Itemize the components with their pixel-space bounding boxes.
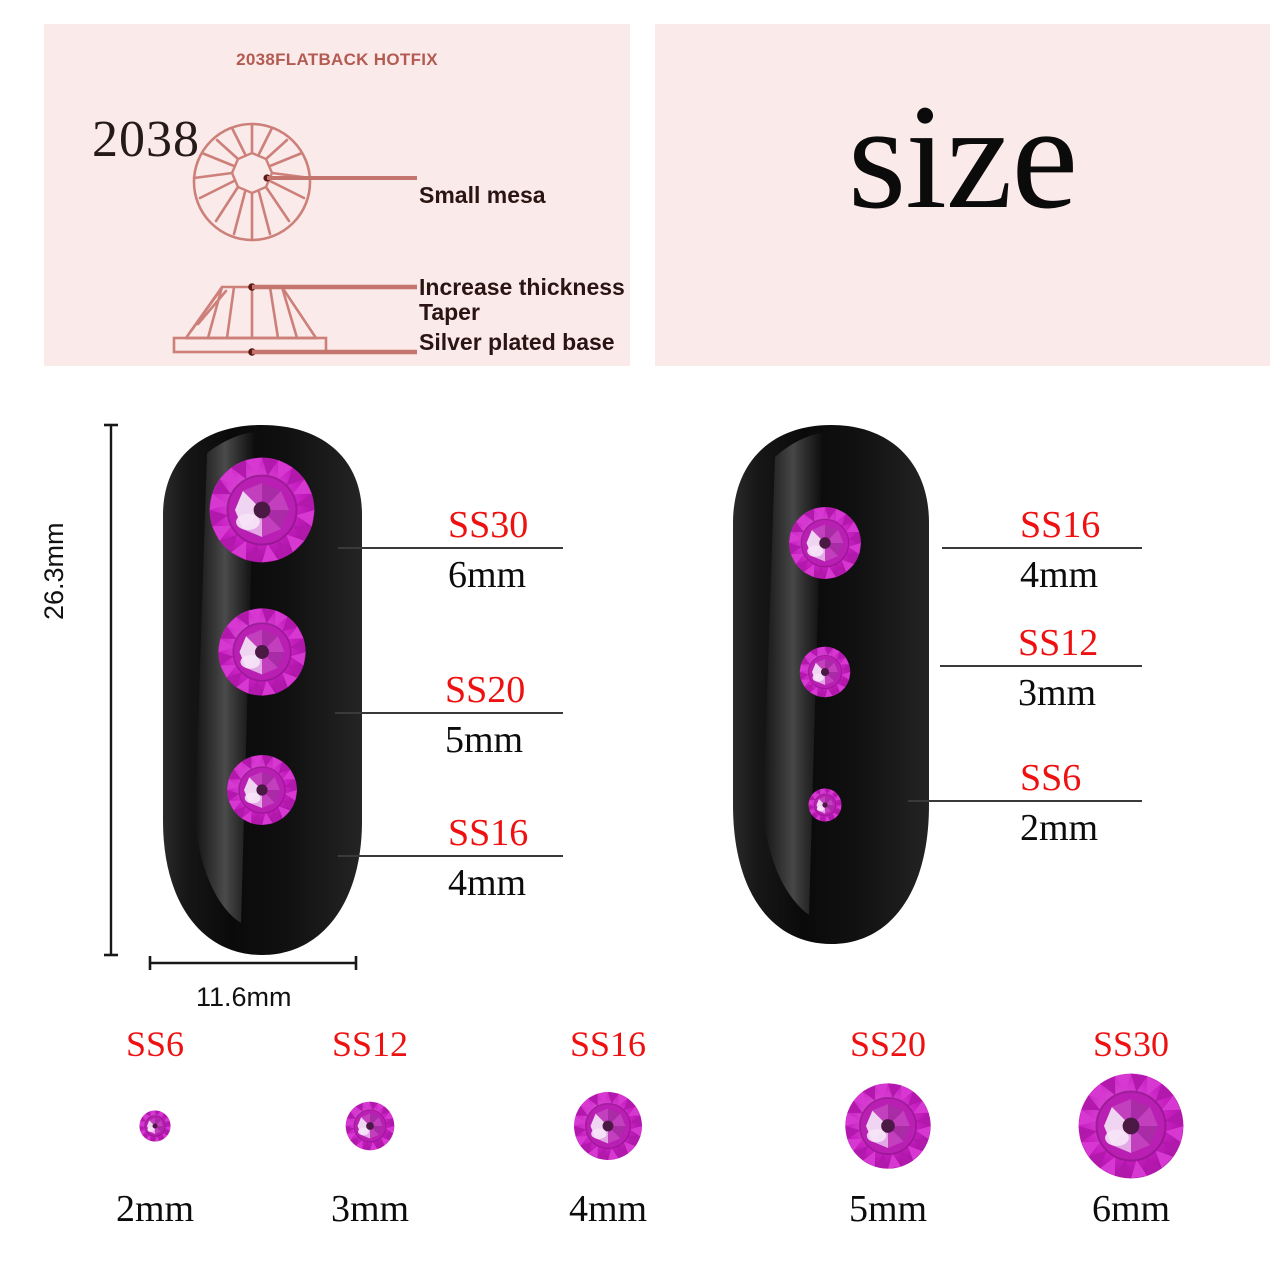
size-item-ss20: SS20 5mm [808, 1026, 968, 1228]
stone-ss20 [217, 607, 307, 702]
size-mm-label: 6mm [1091, 1188, 1171, 1230]
size-mm-label: 3mm [330, 1188, 410, 1230]
leader-line [940, 665, 1142, 667]
leader-mm-label: 6mm [448, 554, 527, 596]
size-heading-panel: size [655, 24, 1270, 366]
rhinestone-icon [345, 1101, 395, 1151]
leader-ss-label: SS30 [448, 504, 529, 546]
stone-ss16 [788, 506, 862, 585]
rhinestone-icon [1078, 1073, 1184, 1179]
size-mm-label: 2mm [115, 1188, 195, 1230]
callout-small-mesa: Small mesa [419, 182, 546, 208]
nail-width-label: 11.6mm [196, 982, 292, 1012]
size-item-ss16: SS16 4mm [528, 1026, 688, 1228]
rhinestone-icon [808, 788, 842, 822]
flatback-line-diagram [172, 122, 417, 356]
size-ss-label: SS30 [1092, 1024, 1170, 1064]
leader-line [338, 855, 563, 857]
callout-taper: Taper [419, 299, 480, 325]
leader-ss-label: SS6 [1020, 757, 1082, 799]
nail-height-label: 26.3mm [39, 522, 69, 620]
leader-mm-label: 5mm [445, 719, 524, 761]
size-mm-label: 4mm [568, 1188, 648, 1230]
leader-ss-label: SS20 [445, 669, 526, 711]
leader-ss-label: SS16 [1020, 504, 1101, 546]
rhinestone-icon [799, 646, 851, 698]
size-heading: size [847, 74, 1078, 240]
size-ss-label: SS12 [331, 1024, 409, 1064]
size-mm-label: 5mm [848, 1188, 928, 1230]
leader-line [942, 547, 1142, 549]
leader-line [335, 712, 563, 714]
size-ss-label: SS20 [849, 1024, 927, 1064]
leader-ss-label: SS12 [1018, 622, 1099, 664]
size-gem [75, 1062, 235, 1190]
size-item-ss12: SS12 3mm [290, 1026, 450, 1228]
leader-line [908, 800, 1142, 802]
size-ss-label: SS16 [569, 1024, 647, 1064]
size-gem [1051, 1062, 1211, 1190]
stone-ss12 [799, 646, 851, 703]
size-gem [808, 1062, 968, 1190]
rhinestone-icon [209, 457, 315, 563]
product-code-label: 2038 [92, 111, 200, 168]
size-ss-label: SS6 [125, 1024, 185, 1064]
size-gem [290, 1062, 450, 1190]
rhinestone-icon [789, 507, 861, 579]
panel-title: 2038FLATBACK HOTFIX [236, 50, 438, 69]
size-gem [528, 1062, 688, 1190]
size-item-ss30: SS30 6mm [1051, 1026, 1211, 1228]
leader-mm-label: 3mm [1018, 672, 1097, 714]
nail-height-dimension-line [104, 423, 118, 957]
rhinestone-icon [574, 1092, 642, 1160]
rhinestone-icon [218, 608, 306, 696]
rhinestone-icon [227, 755, 297, 825]
leader-mm-label: 2mm [1020, 807, 1099, 849]
rhinestone-icon [139, 1110, 171, 1142]
leader-line [338, 547, 563, 549]
callout-increase-thickness: Increase thickness [419, 274, 625, 300]
rhinestone-icon [845, 1083, 931, 1169]
stone-ss16 [226, 754, 298, 831]
leader-mm-label: 4mm [1020, 554, 1099, 596]
stone-ss6 [808, 788, 842, 827]
leader-ss-label: SS16 [448, 812, 529, 854]
size-item-ss6: SS6 2mm [75, 1026, 235, 1228]
leader-mm-label: 4mm [448, 862, 527, 904]
stone-ss30 [208, 456, 316, 569]
callout-silver-plated-base: Silver plated base [419, 329, 615, 355]
flatback-diagram-panel: 2038FLATBACK HOTFIX 2038 [44, 24, 630, 366]
nail-width-dimension-line [148, 956, 358, 970]
